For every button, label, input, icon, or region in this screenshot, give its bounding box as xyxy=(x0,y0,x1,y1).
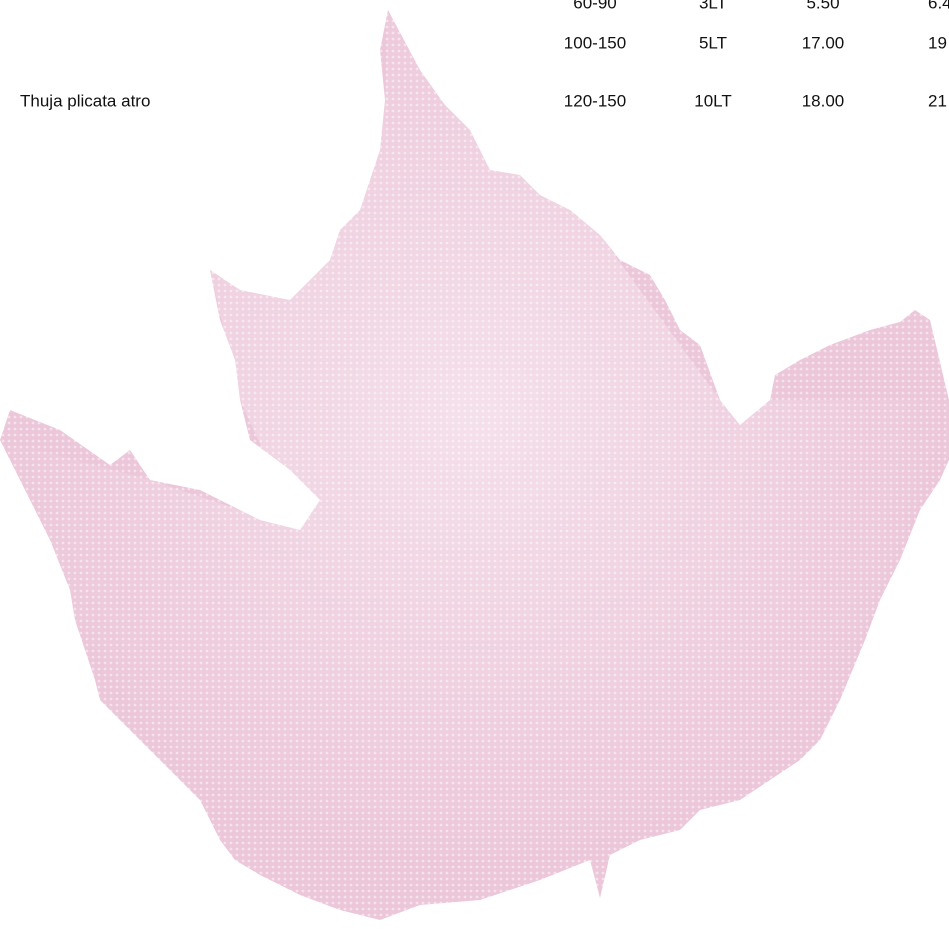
price-cell: 18.00 xyxy=(802,91,845,110)
pot-cell: 10LT xyxy=(694,91,732,110)
table-rows: 60-90 3LT 5.50 6.4 100-150 5LT 17.00 19 Thuja pl… xyxy=(20,0,949,110)
pot-cell: 3LT xyxy=(699,0,727,12)
leaf-background xyxy=(0,10,949,920)
price-vat-cell: 19 xyxy=(928,33,947,52)
price-cell: 17.00 xyxy=(802,33,845,52)
size-cell: 60-90 xyxy=(573,0,616,12)
price-vat-cell: 21 xyxy=(928,91,947,110)
price-vat-cell: 6.4 xyxy=(928,0,949,12)
price-cell: 5.50 xyxy=(806,0,839,12)
size-cell: 100-150 xyxy=(564,33,626,52)
size-cell: 120-150 xyxy=(564,91,626,110)
plant-name: Thuja plicata atro xyxy=(20,91,150,110)
pot-cell: 5LT xyxy=(699,33,727,52)
